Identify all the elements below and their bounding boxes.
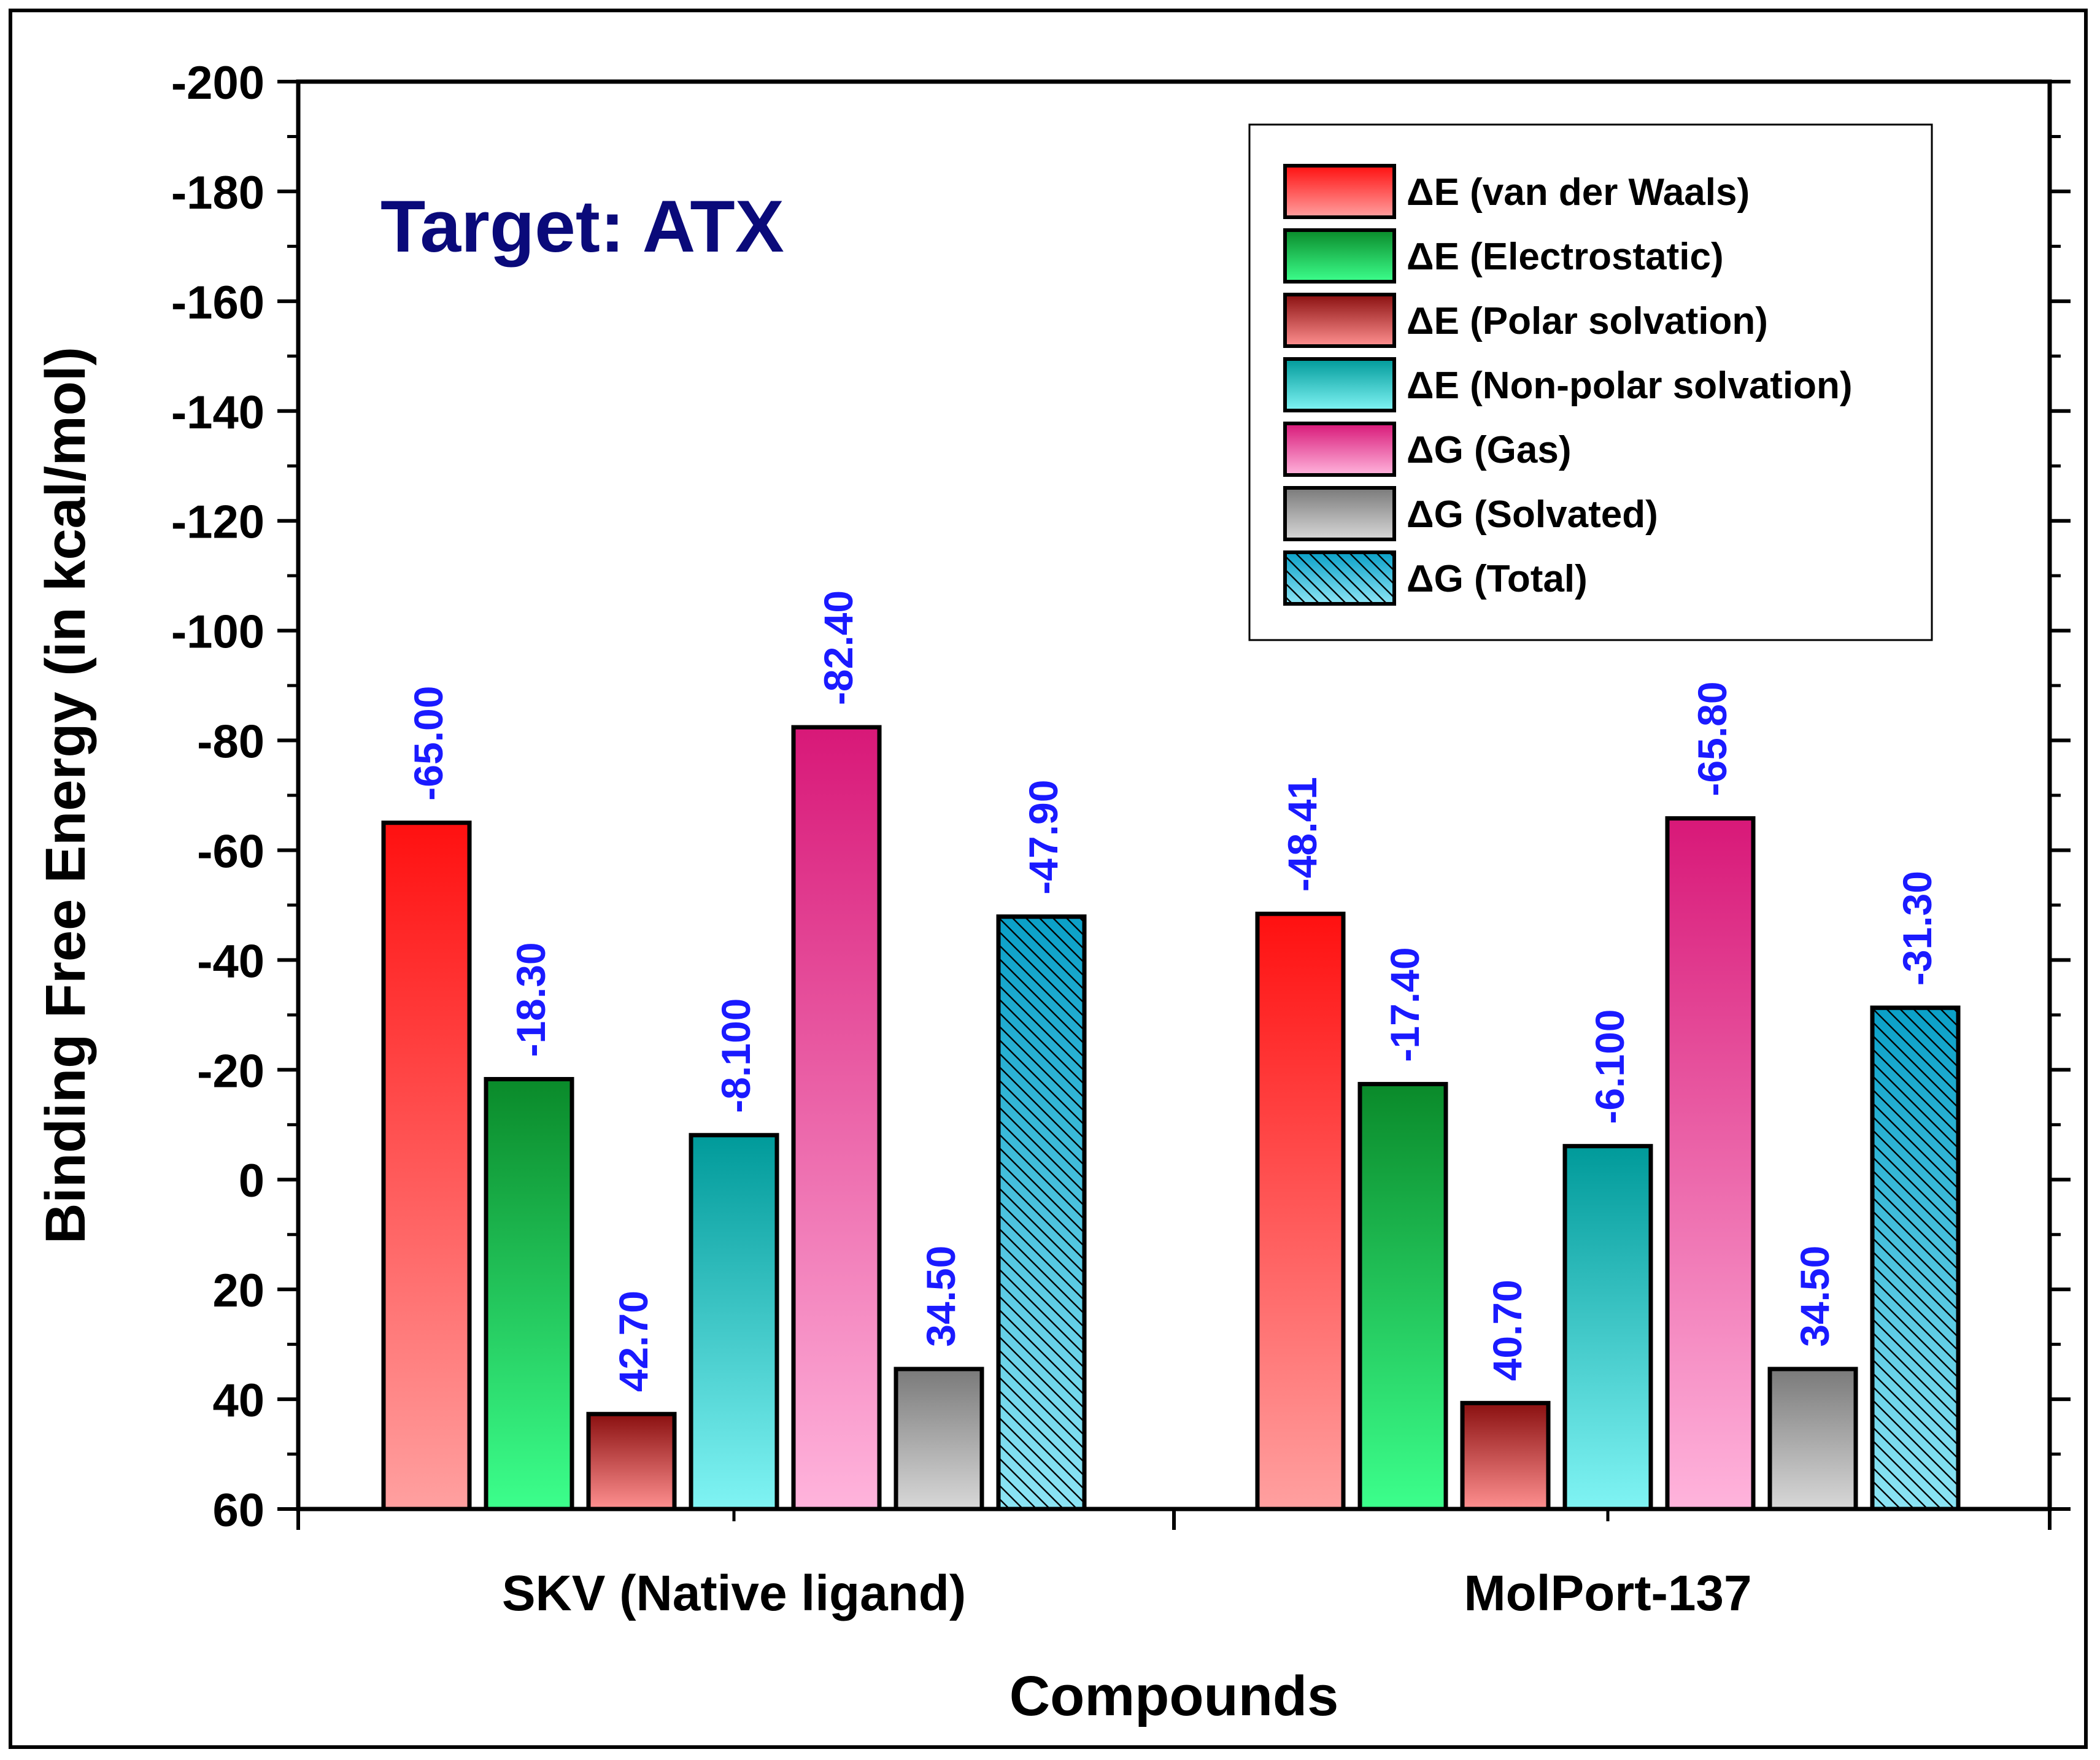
chart-title: Target: ATX — [380, 185, 784, 268]
bar-value-label: -82.40 — [816, 590, 861, 705]
x-axis-label: Compounds — [1009, 1665, 1339, 1727]
y-tick-label: 40 — [212, 1375, 264, 1427]
bar — [586, 1411, 677, 1511]
y-tick-label: -160 — [171, 277, 264, 329]
legend-entry-label: ΔG (Solvated) — [1407, 493, 1658, 536]
y-tick-label: -180 — [171, 167, 264, 219]
bar-hatch — [1870, 1005, 1961, 1511]
y-tick-label: 20 — [212, 1265, 264, 1317]
bar-value-label: -18.30 — [508, 942, 554, 1057]
y-tick-label: 60 — [212, 1484, 264, 1537]
bar-value-label: -8.100 — [713, 998, 759, 1113]
bar — [1460, 1400, 1551, 1511]
legend-swatch — [1283, 293, 1396, 348]
y-tick-label: -80 — [197, 716, 264, 768]
x-tick-label: SKV (Native ligand) — [502, 1565, 966, 1621]
bar-value-label: 34.50 — [1792, 1246, 1837, 1347]
bar — [1255, 911, 1346, 1511]
legend-swatch — [1283, 164, 1396, 219]
bar — [1665, 816, 1756, 1511]
bar-value-label: -48.41 — [1280, 777, 1325, 892]
bar — [484, 1077, 574, 1511]
y-tick-label: -60 — [197, 825, 264, 878]
y-axis-label: Binding Free Energy (in kcal/mol) — [34, 347, 97, 1244]
legend-entry-label: ΔE (van der Waals) — [1407, 171, 1750, 214]
legend-entry-label: ΔG (Gas) — [1407, 429, 1572, 471]
figure-frame — [9, 9, 2088, 1749]
bar-hatch — [996, 914, 1087, 1511]
bar — [1562, 1144, 1653, 1511]
legend-entry-label: ΔE (Electrostatic) — [1407, 236, 1724, 278]
y-tick-label: -40 — [197, 935, 264, 987]
bar-value-label: -31.30 — [1894, 871, 1940, 986]
y-tick-label: -20 — [197, 1045, 264, 1097]
bar — [791, 725, 882, 1511]
bar — [381, 820, 472, 1511]
legend-swatch — [1283, 422, 1396, 477]
legend-swatch — [1283, 228, 1396, 284]
bar-value-label: -47.90 — [1021, 780, 1066, 895]
bar-value-label: -65.00 — [406, 686, 451, 801]
legend: ΔE (van der Waals) ΔE (Electrostatic) ΔE (… — [1248, 123, 1933, 641]
legend-swatch-hatch — [1283, 550, 1396, 606]
legend-entry-label: ΔE (Polar solvation) — [1407, 300, 1768, 342]
bar-value-label: -6.100 — [1587, 1009, 1632, 1124]
y-tick-label: -140 — [171, 387, 264, 439]
bar-value-label: 40.70 — [1484, 1279, 1530, 1381]
x-tick-label: MolPort-137 — [1464, 1565, 1751, 1621]
bar-value-label: 34.50 — [918, 1246, 963, 1347]
y-tick-label: -120 — [171, 496, 264, 549]
y-tick-label: -200 — [171, 57, 264, 109]
bar-value-label: -17.40 — [1382, 947, 1427, 1062]
bar — [1357, 1082, 1448, 1511]
bar-value-label: -65.80 — [1689, 681, 1735, 796]
bar — [894, 1367, 984, 1511]
legend-entry-label: ΔE (Non-polar solvation) — [1407, 365, 1853, 407]
y-tick-label: -100 — [171, 606, 264, 658]
legend-swatch — [1283, 357, 1396, 412]
y-tick-label: 0 — [239, 1155, 264, 1207]
bar — [1767, 1367, 1858, 1511]
legend-entry-label: ΔG (Total) — [1407, 558, 1588, 600]
bar — [689, 1133, 779, 1511]
legend-swatch — [1283, 486, 1396, 541]
bar-value-label: 42.70 — [611, 1291, 656, 1392]
